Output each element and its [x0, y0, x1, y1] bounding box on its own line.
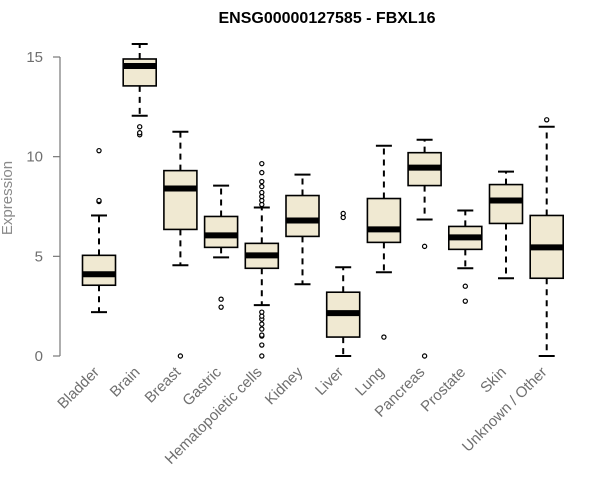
x-tick-label: Brain	[107, 364, 144, 401]
outlier-point	[259, 183, 265, 190]
x-tick-label: Liver	[312, 364, 347, 399]
plot-area	[81, 43, 565, 359]
x-tick-label: Bladder	[54, 364, 103, 413]
box-group-hematopoietic-cells	[244, 160, 280, 359]
outlier-point	[544, 117, 550, 123]
box-group-kidney	[285, 173, 320, 286]
outlier-point	[96, 197, 102, 204]
x-tick-label: Kidney	[262, 363, 307, 408]
outlier-point	[259, 178, 265, 185]
box-group-pancreas	[407, 138, 442, 359]
box-group-bladder	[81, 147, 117, 314]
y-tick-label: 10	[26, 149, 43, 166]
outlier-point	[259, 321, 265, 327]
outlier-point	[218, 304, 224, 310]
x-tick-label: Prostate	[418, 364, 470, 416]
outlier-point	[136, 130, 143, 136]
y-tick-label: 15	[26, 49, 43, 66]
x-tick-label: Breast	[142, 363, 185, 406]
y-axis: 0 5 10 15	[26, 49, 61, 365]
x-tick-label: Lung	[352, 364, 388, 400]
box-group-skin	[488, 170, 524, 280]
chart-title: ENSG00000127585 - FBXL16	[218, 10, 435, 27]
iqr-box	[203, 215, 239, 249]
outlier-point	[218, 296, 224, 302]
outlier-point	[177, 353, 184, 359]
outlier-point	[96, 147, 102, 154]
outlier-point	[259, 309, 265, 315]
outlier-point	[340, 210, 346, 217]
outlier-point	[259, 353, 265, 359]
iqr-box	[366, 197, 402, 244]
box-group-unknown-other	[529, 117, 565, 357]
y-axis-label: Expression	[0, 161, 16, 235]
iqr-box	[285, 194, 320, 238]
iqr-box	[163, 169, 198, 231]
outlier-point	[462, 298, 468, 304]
box-group-brain	[122, 43, 157, 138]
box-group-gastric	[203, 184, 239, 310]
outlier-point	[259, 342, 265, 348]
box-group-breast	[163, 130, 198, 359]
outlier-point	[462, 283, 468, 289]
box-group-lung	[366, 144, 402, 340]
x-tick-label: Skin	[477, 364, 510, 397]
outlier-point	[259, 169, 265, 176]
outlier-point	[259, 332, 265, 338]
outlier-point	[421, 353, 428, 359]
outlier-point	[381, 334, 387, 340]
outlier-point	[259, 189, 265, 196]
box-group-prostate	[447, 209, 483, 304]
y-tick-label: 0	[35, 348, 43, 365]
outlier-point	[259, 160, 265, 167]
outlier-point	[421, 243, 428, 250]
outlier-point	[136, 124, 143, 130]
y-tick-label: 5	[35, 248, 43, 265]
outlier-point	[259, 326, 265, 332]
iqr-box	[488, 183, 524, 225]
iqr-box	[81, 254, 117, 287]
box-group-liver	[325, 210, 361, 357]
